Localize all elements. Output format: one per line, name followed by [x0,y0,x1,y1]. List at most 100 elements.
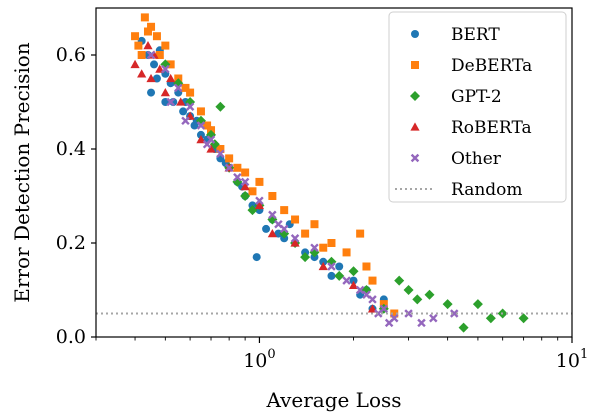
data-point [174,83,183,93]
legend-label-bert: BERT [451,25,500,45]
axis-ticks: 0.0 0.2 0.4 0.6 100 101 [56,44,588,372]
data-point [240,177,250,187]
data-point [166,73,176,83]
data-point [152,74,161,83]
series-layer [130,13,529,333]
legend-marker-roberta [410,122,420,131]
data-point [146,50,156,60]
data-point [362,262,371,271]
data-point [255,196,264,205]
data-point [335,262,344,271]
data-point [196,107,205,116]
legend-box [388,11,567,203]
data-point [134,41,143,50]
plot-area-frame [95,7,573,338]
data-point [300,252,311,263]
data-point [185,102,195,111]
data-point [342,248,351,257]
data-point [176,97,186,106]
data-point [233,172,242,182]
data-point [390,309,399,318]
data-point [429,313,438,323]
data-point [248,187,257,196]
legend-marker-deberta [411,61,419,69]
data-point [268,192,277,200]
legend-marker-other [410,153,420,163]
data-point [334,270,345,281]
x-tick-label: 101 [556,347,588,372]
legend-label-random: Random [451,180,523,200]
y-axis-label: Error Detection Precision [10,42,34,302]
data-point [403,285,414,295]
data-point [356,229,365,238]
data-point [181,83,190,92]
legend-label-deberta: DeBERTa [451,56,532,76]
data-point [291,215,300,224]
legend: BERT DeBERTa GPT-2 RoBERTa Other Random [388,11,567,203]
data-point [262,224,271,233]
data-point [301,229,310,238]
data-point [160,88,170,97]
x-axis-label: Average Loss [265,388,401,412]
data-point [206,144,216,153]
data-point [274,219,283,229]
data-point [449,309,459,318]
data-point [215,101,226,112]
series-roberta [130,41,378,313]
legend-marker-gpt-2 [410,91,420,101]
legend-label-gpt-2: GPT-2 [451,87,502,107]
data-point [140,13,149,22]
data-point [254,200,265,210]
data-point [394,275,405,286]
data-point [147,22,156,31]
data-point [349,276,358,285]
data-point [412,294,423,305]
legend-label-other: Other [451,149,502,169]
data-point [442,299,453,310]
data-point [327,239,336,247]
series-other [146,50,459,328]
data-point [342,276,351,285]
data-point [203,121,212,130]
data-point [348,280,359,289]
data-point [137,69,147,78]
data-point [424,289,435,300]
data-point [179,107,188,116]
data-point [404,309,413,318]
data-point [216,145,225,153]
data-point [384,318,394,328]
data-point [485,313,496,324]
data-point [146,73,156,83]
data-point [319,257,328,266]
data-point [327,262,336,271]
data-point [137,51,146,59]
data-point [458,322,469,333]
data-point [252,253,261,262]
data-point [196,130,205,139]
data-point [186,88,195,97]
y-tick-label: 0.6 [56,44,86,66]
data-point [240,191,251,201]
data-point [152,32,161,41]
data-point [255,177,264,186]
data-point [130,59,140,69]
x-tick-label: 100 [243,347,275,372]
data-point [202,140,212,149]
data-point [233,163,242,172]
data-point [290,234,300,243]
y-tick-label: 0.0 [56,326,86,348]
data-point [268,210,277,220]
data-point [181,116,190,126]
data-point [143,27,152,36]
data-point [150,60,159,69]
data-point [196,135,206,144]
data-point [225,154,234,163]
data-point [143,41,153,50]
y-tick-label: 0.2 [56,232,86,254]
data-point [224,163,234,173]
data-point [131,32,140,41]
legend-label-roberta: RoBERTa [451,118,532,138]
data-point [417,318,426,328]
data-point [290,238,300,247]
y-tick-label: 0.4 [56,138,86,160]
